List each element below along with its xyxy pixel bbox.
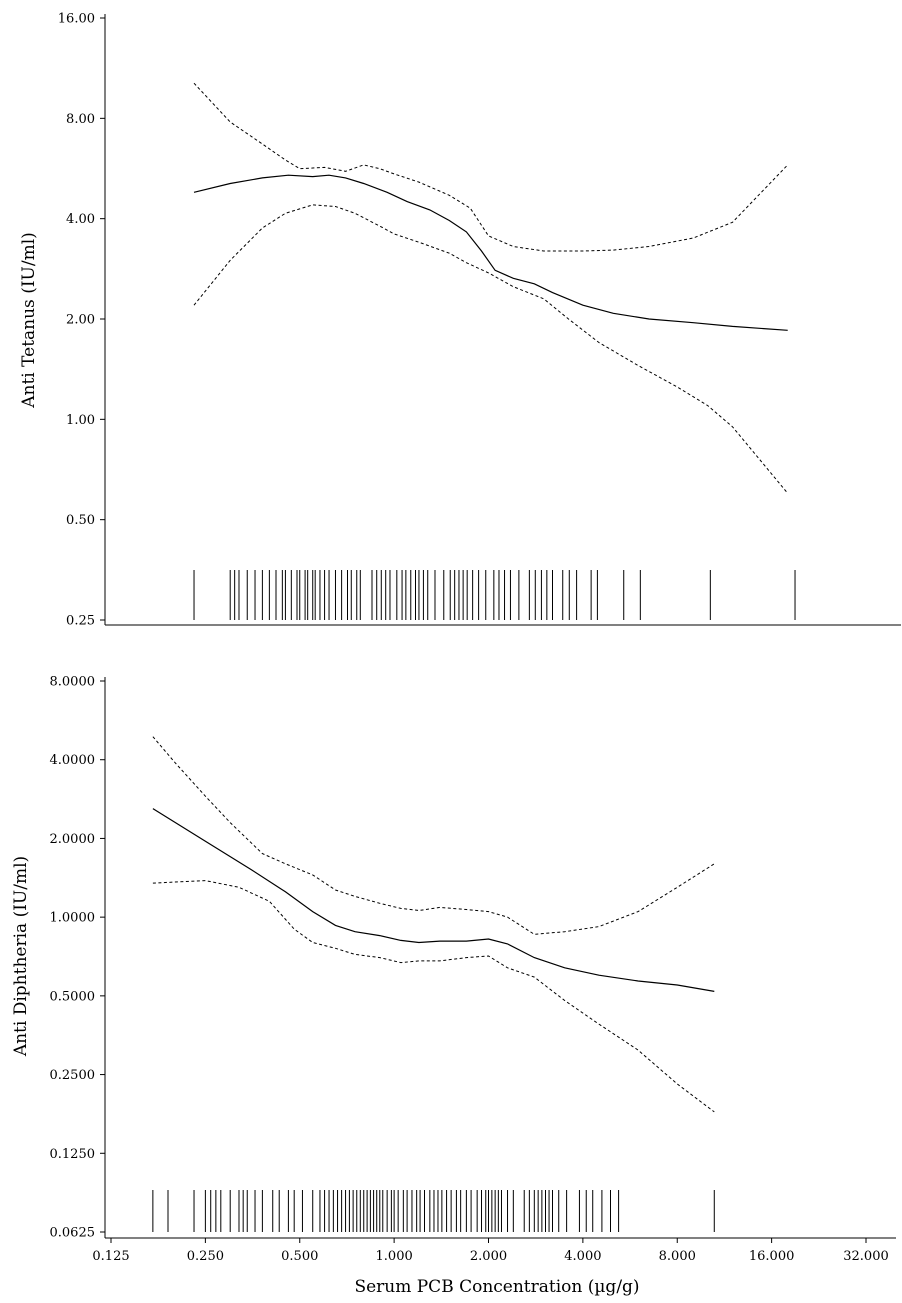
y-tick-label: 4.0000 (50, 753, 96, 768)
x-tick-label: 0.500 (281, 1249, 318, 1264)
fitted-curve (152, 808, 715, 992)
y-axis-title: Anti Tetanus (IU/ml) (19, 232, 39, 409)
y-tick-label: 0.50 (66, 513, 95, 528)
anti-diphtheria-panel: 0.0625 0.1250 0.2500 0.5000 1.0000 2.0000 4.00… (11, 675, 896, 1297)
y-tick-label: 0.5000 (50, 989, 96, 1004)
y-axis-title: Anti Diphtheria (IU/ml) (11, 856, 31, 1057)
fitted-curve (193, 174, 788, 331)
x-tick-label: 1.000 (376, 1249, 413, 1264)
y-tick-label: 16.00 (58, 12, 95, 27)
confidence-band (152, 736, 715, 935)
y-tick-label: 0.0625 (50, 1226, 96, 1241)
y-tick-label: 0.25 (66, 614, 95, 629)
y-tick-label: 2.00 (66, 313, 95, 328)
x-tick-label: 8.000 (659, 1249, 696, 1264)
x-tick-label: 2.000 (470, 1249, 507, 1264)
confidence-band (193, 204, 789, 494)
anti-tetanus-panel: 0.25 0.50 1.00 2.00 4.00 8.00 16.00 Anti Tetanu… (19, 12, 901, 629)
confidence-band (193, 82, 789, 252)
x-axis-title: Serum PCB Concentration (µg/g) (354, 1277, 639, 1297)
x-tick-label: 4.000 (564, 1249, 601, 1264)
x-tick-label: 16.000 (749, 1249, 795, 1264)
y-tick-label: 0.1250 (50, 1147, 96, 1162)
y-tick-label: 1.0000 (50, 911, 96, 926)
y-tick-label: 1.00 (66, 413, 95, 428)
y-tick-label: 8.0000 (50, 675, 96, 690)
y-tick-label: 0.2500 (50, 1068, 96, 1083)
y-tick-label: 2.0000 (50, 832, 96, 847)
confidence-band (152, 880, 715, 1113)
y-tick-label: 8.00 (66, 112, 95, 127)
y-tick-label: 4.00 (66, 212, 95, 227)
x-tick-label: 32.000 (843, 1249, 889, 1264)
x-tick-label: 0.125 (92, 1249, 129, 1264)
x-tick-label: 0.250 (187, 1249, 224, 1264)
